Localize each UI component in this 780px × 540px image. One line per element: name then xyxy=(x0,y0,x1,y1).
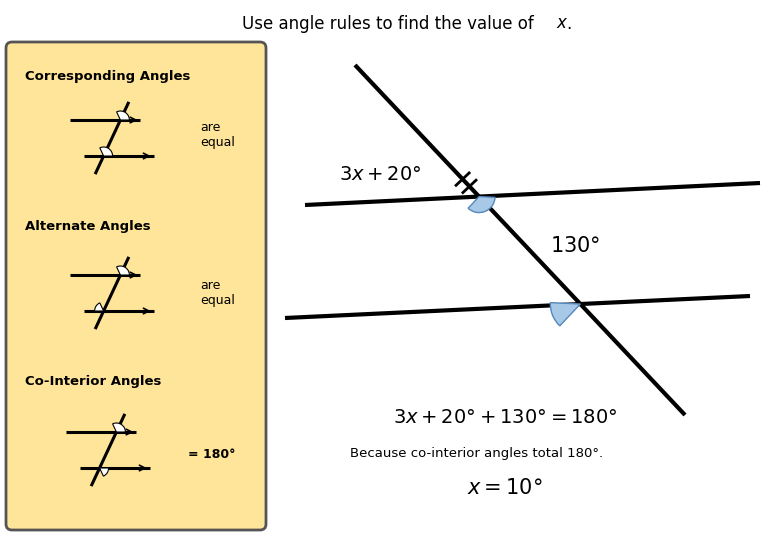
Text: Alternate Angles: Alternate Angles xyxy=(25,220,151,233)
Wedge shape xyxy=(100,468,108,476)
Text: Use angle rules to find the value of: Use angle rules to find the value of xyxy=(242,15,538,33)
Text: Corresponding Angles: Corresponding Angles xyxy=(25,70,190,83)
Text: $3x + 20°$: $3x + 20°$ xyxy=(339,166,422,184)
Text: = 180°: = 180° xyxy=(188,449,236,462)
Text: Co-Interior Angles: Co-Interior Angles xyxy=(25,375,161,388)
Text: $x$: $x$ xyxy=(556,16,569,32)
Wedge shape xyxy=(94,303,104,311)
Wedge shape xyxy=(468,197,495,213)
Wedge shape xyxy=(116,266,129,275)
Text: $130°$: $130°$ xyxy=(550,236,601,256)
Text: $3x + 20° + 130° = 180°$: $3x + 20° + 130° = 180°$ xyxy=(393,409,617,427)
Text: $x = 10°$: $x = 10°$ xyxy=(467,478,543,498)
Text: are
equal: are equal xyxy=(200,279,235,307)
Text: Because co-interior angles total 180°.: Because co-interior angles total 180°. xyxy=(350,447,603,460)
FancyBboxPatch shape xyxy=(6,42,266,530)
Wedge shape xyxy=(112,423,126,432)
Wedge shape xyxy=(116,111,129,120)
Text: .: . xyxy=(566,15,571,33)
Wedge shape xyxy=(551,302,580,326)
Text: are
equal: are equal xyxy=(200,121,235,149)
Wedge shape xyxy=(100,147,112,156)
